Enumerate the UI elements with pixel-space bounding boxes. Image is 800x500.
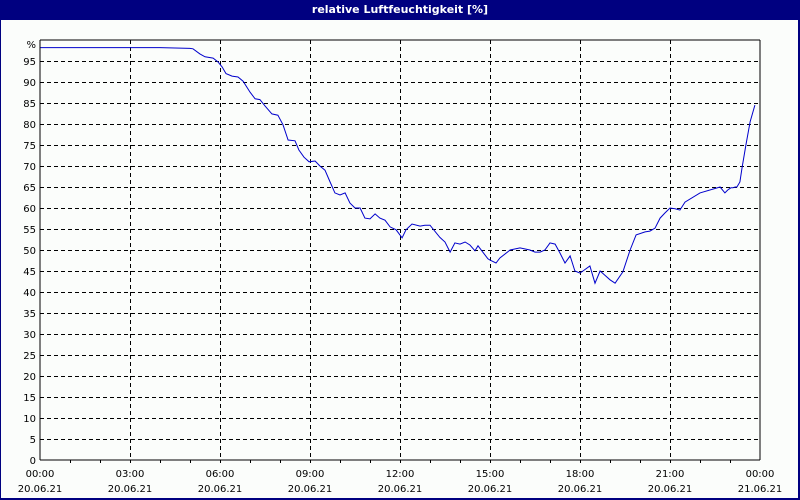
- y-tick-label: 30: [23, 330, 36, 341]
- y-tick-label: 40: [23, 288, 36, 299]
- y-tick-label: 5: [30, 435, 36, 446]
- x-tick-date: 20.06.21: [558, 484, 603, 495]
- x-tick-date: 20.06.21: [378, 484, 423, 495]
- y-tick-label: 20: [23, 372, 36, 383]
- x-tick-time: 00:00: [26, 469, 55, 480]
- x-tick-date: 20.06.21: [198, 484, 243, 495]
- x-tick-time: 21:00: [656, 469, 685, 480]
- y-tick-label: 0: [30, 456, 36, 467]
- chart-title: relative Luftfeuchtigkeit [%]: [0, 0, 800, 20]
- grid-lines: [40, 40, 760, 460]
- x-tick-time: 18:00: [566, 469, 595, 480]
- plot-background: [1, 20, 798, 498]
- x-tick-date: 20.06.21: [108, 484, 153, 495]
- humidity-line: [40, 47, 756, 285]
- x-tick-date: 20.06.21: [468, 484, 513, 495]
- x-tick-time: 06:00: [206, 469, 235, 480]
- y-tick-label: 50: [23, 246, 36, 257]
- y-tick-label: 35: [23, 309, 36, 320]
- x-tick-time: 09:00: [296, 469, 325, 480]
- y-tick-label: 85: [23, 99, 36, 110]
- y-tick-label: 25: [23, 351, 36, 362]
- y-axis-ticks: 0 5 10 15 20 25 30 35 40 45 50 55 60 65 70 75 80 85 90 95%: [23, 40, 36, 467]
- y-tick-label: 65: [23, 183, 36, 194]
- y-tick-label: 90: [23, 78, 36, 89]
- x-tick-date: 20.06.21: [18, 484, 63, 495]
- y-tick-label: 80: [23, 120, 36, 131]
- x-tick-time: 00:00: [746, 469, 775, 480]
- y-tick-label: 15: [23, 393, 36, 404]
- y-tick-label: 55: [23, 225, 36, 236]
- x-tick-date: 20.06.21: [648, 484, 693, 495]
- x-tick-time: 15:00: [476, 469, 505, 480]
- y-tick-label: 70: [23, 162, 36, 173]
- y-unit-label: %: [26, 40, 36, 51]
- x-tick-date: 21.06.21: [738, 484, 783, 495]
- y-tick-label: 75: [23, 141, 36, 152]
- y-tick-label: 45: [23, 267, 36, 278]
- y-tick-label: 95: [23, 57, 36, 68]
- x-axis-ticks: 00:00 20.06.21 03:00 20.06.21 06:00 20.06.21 0…: [18, 460, 783, 495]
- x-tick-date: 20.06.21: [288, 484, 333, 495]
- y-tick-label: 60: [23, 204, 36, 215]
- x-tick-time: 12:00: [386, 469, 415, 480]
- y-tick-label: 10: [23, 414, 36, 425]
- x-tick-time: 03:00: [116, 469, 145, 480]
